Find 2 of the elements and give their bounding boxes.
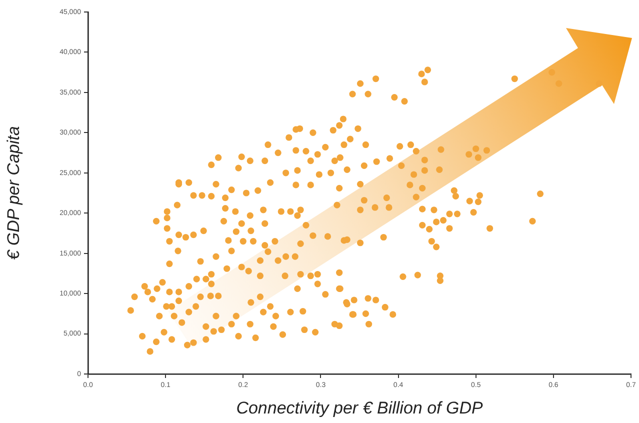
y-axis-title: € GDP per Capita	[4, 126, 23, 260]
x-axis-title: Connectivity per € Billion of GDP	[236, 398, 484, 418]
